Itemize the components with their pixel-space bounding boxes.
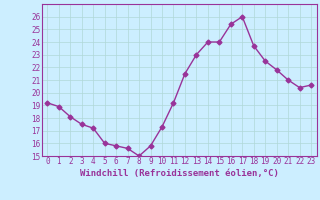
X-axis label: Windchill (Refroidissement éolien,°C): Windchill (Refroidissement éolien,°C) (80, 169, 279, 178)
